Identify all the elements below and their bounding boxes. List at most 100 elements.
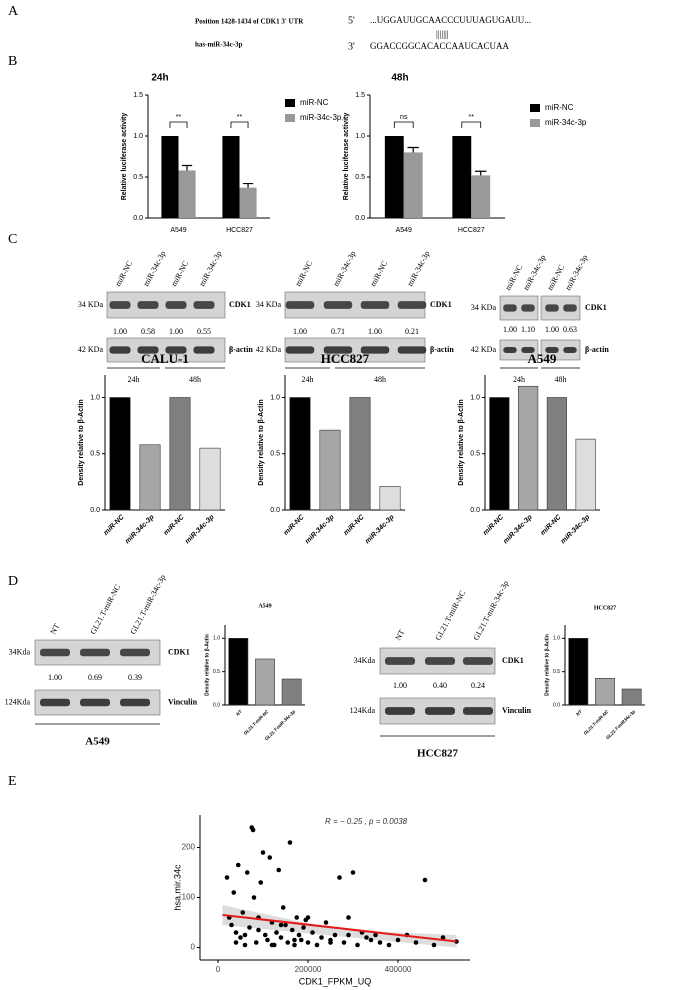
ratio-label: 0.40 <box>433 681 447 690</box>
y-tick-label: 0.0 <box>90 507 100 514</box>
point <box>244 870 250 875</box>
point <box>224 875 230 880</box>
y-tick-label: 1.0 <box>355 133 365 140</box>
y-tick-label: 0.5 <box>90 451 100 458</box>
point <box>413 940 419 945</box>
point <box>242 942 248 948</box>
point <box>298 937 304 943</box>
x-tick-label: miR-34c-3p <box>124 513 156 545</box>
point <box>346 932 351 938</box>
point <box>373 932 378 938</box>
point <box>253 940 259 945</box>
band <box>137 346 159 354</box>
chart-title: HCC827 <box>321 351 370 366</box>
y-tick-label: 1.0 <box>270 394 280 401</box>
protein-label: Vinculin <box>502 706 532 715</box>
lane-label: miR-34c-3p <box>521 253 547 291</box>
protein-label: β-actin <box>430 345 454 354</box>
point <box>294 915 300 920</box>
y-tick-label: 1.0 <box>90 394 100 401</box>
band <box>193 301 215 309</box>
bar <box>228 638 249 706</box>
band <box>521 304 535 312</box>
group-label: A549 <box>85 736 110 748</box>
y-tick-label: 0.5 <box>133 174 143 181</box>
bar <box>281 678 302 706</box>
sequence-mirna: has-miR-34c-3p <box>195 41 243 49</box>
marker-label: 42 KDa <box>256 345 282 354</box>
band <box>165 301 187 309</box>
band <box>40 698 70 707</box>
legend-label: miR-NC <box>300 98 329 107</box>
point <box>233 930 239 935</box>
significance-bracket <box>230 121 249 128</box>
band <box>323 301 353 309</box>
ratio-label: 0.69 <box>88 673 102 682</box>
bar <box>595 678 615 706</box>
group-label: 48h <box>374 375 386 384</box>
bar <box>546 397 567 511</box>
y-axis-label: hsa.mir.34c <box>172 864 182 911</box>
point <box>235 862 241 868</box>
point <box>267 855 273 860</box>
legend-swatch <box>285 114 295 122</box>
band <box>385 657 415 665</box>
band <box>80 648 110 657</box>
protein-label: CDK1 <box>585 303 607 312</box>
point <box>250 827 256 833</box>
x-tick-label: NT <box>235 708 244 717</box>
marker-label: 42 KDa <box>471 345 497 354</box>
bar <box>199 447 221 511</box>
chart-title: A549 <box>528 351 557 366</box>
point <box>260 850 266 855</box>
protein-label: CDK1 <box>229 300 251 309</box>
point <box>283 922 288 928</box>
point <box>238 935 243 940</box>
lane-label: GL21.T-miR-NC <box>88 583 122 636</box>
point <box>386 942 392 948</box>
ratio-label: 1.00 <box>293 327 307 336</box>
marker-label: 42 KDa <box>78 345 104 354</box>
point <box>364 935 369 940</box>
y-tick-label: 0.0 <box>470 507 480 514</box>
legend-label: miR-NC <box>545 103 574 112</box>
x-tick-label: GL21.T-miR-34c-3p <box>264 709 297 742</box>
band <box>285 346 315 354</box>
bar <box>255 658 275 706</box>
ratio-label: 1.00 <box>545 325 559 334</box>
blot-strip <box>499 339 539 361</box>
point <box>440 935 446 940</box>
point <box>350 870 356 875</box>
protein-label: CDK1 <box>430 300 452 309</box>
x-tick-label: GL21.T-miR-NC <box>583 708 610 735</box>
band <box>109 346 131 354</box>
point <box>368 937 374 943</box>
band <box>137 301 159 309</box>
bar <box>379 486 401 511</box>
point <box>292 942 297 948</box>
band <box>463 707 493 715</box>
x-tick-label: miR-34c-3p <box>184 513 216 545</box>
point <box>280 905 286 910</box>
ratio-label: 1.00 <box>113 327 127 336</box>
point <box>355 942 360 948</box>
point <box>231 890 237 895</box>
y-axis-label: Density relative to β-Actin <box>458 399 465 485</box>
band <box>360 346 390 354</box>
ratio-label: 1.00 <box>393 681 407 690</box>
marker-label: 34 KDa <box>471 303 497 312</box>
band <box>425 657 455 665</box>
y-tick-label: 0.0 <box>133 215 143 222</box>
y-axis-label: Density relative to β-Actin <box>204 634 210 696</box>
y-tick-label: 0.0 <box>213 702 220 708</box>
error-bar <box>242 182 254 188</box>
y-tick-label: 0.5 <box>553 669 560 675</box>
x-tick-label: A549 <box>170 227 186 234</box>
protein-label: CDK1 <box>168 647 190 656</box>
lane-label: miR-NC <box>113 259 134 288</box>
y-axis-label: Density relative to β-Actin <box>544 634 550 696</box>
point <box>346 915 351 920</box>
lane-label: miR-34c-3p <box>563 253 589 291</box>
point <box>301 925 306 930</box>
bar <box>289 397 311 511</box>
